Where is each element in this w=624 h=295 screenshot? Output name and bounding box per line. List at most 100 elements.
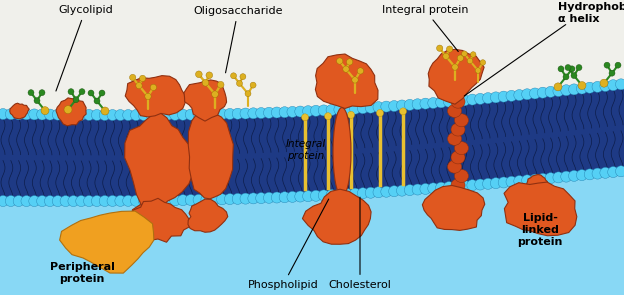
Polygon shape	[422, 186, 485, 230]
Circle shape	[467, 180, 478, 191]
Circle shape	[467, 58, 473, 64]
Circle shape	[428, 183, 439, 194]
Circle shape	[287, 191, 298, 202]
Circle shape	[608, 80, 618, 91]
Text: Phospholipid: Phospholipid	[248, 199, 329, 290]
Text: Oligosaccharide: Oligosaccharide	[193, 6, 283, 73]
Circle shape	[324, 113, 331, 120]
Ellipse shape	[333, 108, 351, 196]
Circle shape	[154, 109, 165, 120]
Circle shape	[565, 65, 571, 71]
Circle shape	[475, 68, 481, 73]
Circle shape	[6, 109, 16, 120]
Circle shape	[326, 189, 337, 201]
Circle shape	[34, 98, 40, 104]
Circle shape	[44, 109, 56, 120]
Circle shape	[0, 109, 9, 119]
Polygon shape	[315, 54, 378, 109]
Circle shape	[459, 95, 470, 106]
Circle shape	[295, 106, 306, 117]
Circle shape	[553, 172, 564, 183]
Circle shape	[250, 82, 256, 88]
Circle shape	[514, 176, 525, 186]
Circle shape	[76, 196, 87, 206]
Circle shape	[545, 173, 556, 184]
Circle shape	[592, 81, 603, 92]
Circle shape	[99, 90, 105, 96]
Polygon shape	[125, 113, 193, 210]
Circle shape	[64, 106, 72, 114]
Text: Peripheral
protein: Peripheral protein	[49, 262, 114, 284]
Text: Cholesterol: Cholesterol	[329, 197, 391, 290]
Polygon shape	[428, 49, 484, 104]
Polygon shape	[132, 204, 168, 231]
Circle shape	[193, 109, 204, 120]
Circle shape	[498, 91, 509, 102]
Circle shape	[162, 109, 173, 120]
Circle shape	[443, 53, 449, 60]
Circle shape	[446, 46, 453, 52]
Circle shape	[437, 45, 443, 51]
Circle shape	[452, 64, 458, 70]
Circle shape	[240, 193, 251, 204]
Circle shape	[373, 102, 384, 113]
Circle shape	[475, 179, 485, 190]
Circle shape	[146, 195, 157, 206]
Circle shape	[6, 196, 16, 206]
Circle shape	[578, 81, 586, 90]
Circle shape	[457, 55, 464, 61]
Circle shape	[193, 194, 204, 205]
Circle shape	[396, 185, 407, 196]
Ellipse shape	[447, 132, 462, 145]
Circle shape	[348, 112, 354, 118]
Circle shape	[39, 90, 45, 96]
Polygon shape	[60, 211, 154, 273]
Circle shape	[563, 74, 569, 80]
Circle shape	[568, 171, 580, 181]
Circle shape	[279, 107, 290, 118]
Circle shape	[470, 52, 476, 57]
Circle shape	[576, 65, 582, 71]
Circle shape	[240, 74, 246, 80]
Circle shape	[577, 170, 587, 181]
Circle shape	[91, 196, 102, 206]
Ellipse shape	[451, 179, 465, 192]
Circle shape	[545, 86, 556, 97]
Circle shape	[480, 60, 485, 65]
Ellipse shape	[454, 114, 469, 127]
Circle shape	[522, 175, 533, 186]
Circle shape	[358, 68, 364, 74]
Circle shape	[150, 84, 157, 91]
Circle shape	[349, 103, 361, 114]
Circle shape	[389, 101, 399, 112]
Circle shape	[271, 192, 282, 203]
Circle shape	[217, 109, 228, 119]
Circle shape	[373, 187, 384, 198]
Circle shape	[420, 98, 431, 109]
Circle shape	[420, 183, 431, 194]
Polygon shape	[0, 170, 624, 295]
Circle shape	[554, 83, 562, 91]
Polygon shape	[303, 189, 371, 244]
Circle shape	[404, 99, 416, 110]
Circle shape	[467, 94, 478, 105]
Circle shape	[615, 166, 624, 177]
Circle shape	[99, 109, 110, 120]
Circle shape	[279, 192, 290, 203]
Circle shape	[558, 66, 564, 72]
Circle shape	[145, 93, 151, 99]
Circle shape	[295, 191, 306, 202]
Circle shape	[263, 107, 275, 118]
Circle shape	[21, 196, 32, 206]
Circle shape	[490, 92, 501, 103]
Circle shape	[139, 109, 149, 121]
Circle shape	[537, 87, 548, 98]
Circle shape	[52, 109, 63, 120]
Circle shape	[248, 108, 259, 119]
Circle shape	[412, 184, 423, 195]
Circle shape	[201, 109, 212, 120]
Circle shape	[13, 196, 24, 206]
Circle shape	[245, 91, 251, 96]
Circle shape	[396, 100, 407, 111]
Polygon shape	[188, 112, 233, 199]
